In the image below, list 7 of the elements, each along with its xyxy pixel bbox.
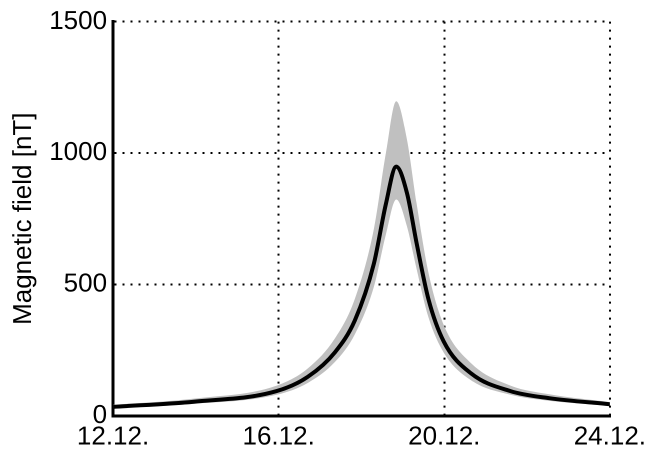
x-tick-label: 24.12. bbox=[574, 420, 646, 451]
y-tick-label: 500 bbox=[64, 268, 108, 298]
x-tick-label: 16.12. bbox=[242, 420, 315, 451]
y-tick-label: 1500 bbox=[49, 4, 108, 35]
x-tick-label: 20.12. bbox=[408, 420, 480, 451]
y-axis-title: Magnetic field [nT] bbox=[6, 112, 37, 325]
y-tick-label: 1000 bbox=[49, 136, 108, 166]
